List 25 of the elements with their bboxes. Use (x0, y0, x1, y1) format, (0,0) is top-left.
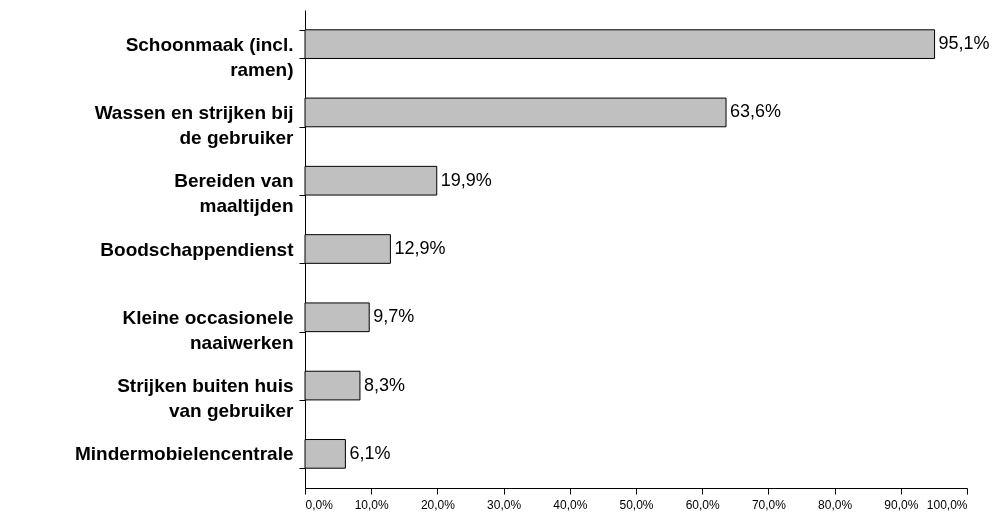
x-tick-label: 70,0% (751, 497, 787, 512)
x-tick-label: 50,0% (619, 497, 654, 512)
x-tick-label: 60,0% (685, 497, 721, 512)
data-label: 19,9% (440, 169, 492, 190)
x-tick-label: 0,0% (305, 497, 334, 512)
y-tick-label: Schoonmaak (incl. ramen) (125, 33, 294, 80)
data-label: 8,3% (363, 374, 405, 395)
data-label: 63,6% (730, 101, 782, 122)
x-tick-label: 20,0% (420, 497, 456, 512)
x-tick-label: 100,0% (926, 497, 968, 512)
x-tick-label: 10,0% (354, 497, 390, 512)
y-tick-label: Kleine occasionele naaiwerken (122, 306, 294, 353)
x-tick-label: 40,0% (553, 497, 588, 512)
x-tick-label: 90,0% (884, 497, 919, 512)
y-tick-label: Boodschappendienst (100, 238, 295, 260)
data-label: 6,1% (349, 442, 391, 463)
data-label: 12,9% (394, 238, 446, 258)
data-label: 9,7% (373, 306, 415, 327)
y-tick-label: Bereiden van maaltijden (174, 170, 294, 217)
x-tick-label: 80,0% (818, 497, 853, 512)
y-tick-label: Strijken buiten huis van gebruiker (117, 375, 295, 422)
data-label: 95,1% (938, 33, 990, 54)
x-tick-label: 30,0% (487, 497, 522, 512)
y-tick-label: Mindermobielencentrale (74, 443, 294, 465)
y-tick-label: Wassen en strijken bij de gebruiker (94, 101, 295, 148)
